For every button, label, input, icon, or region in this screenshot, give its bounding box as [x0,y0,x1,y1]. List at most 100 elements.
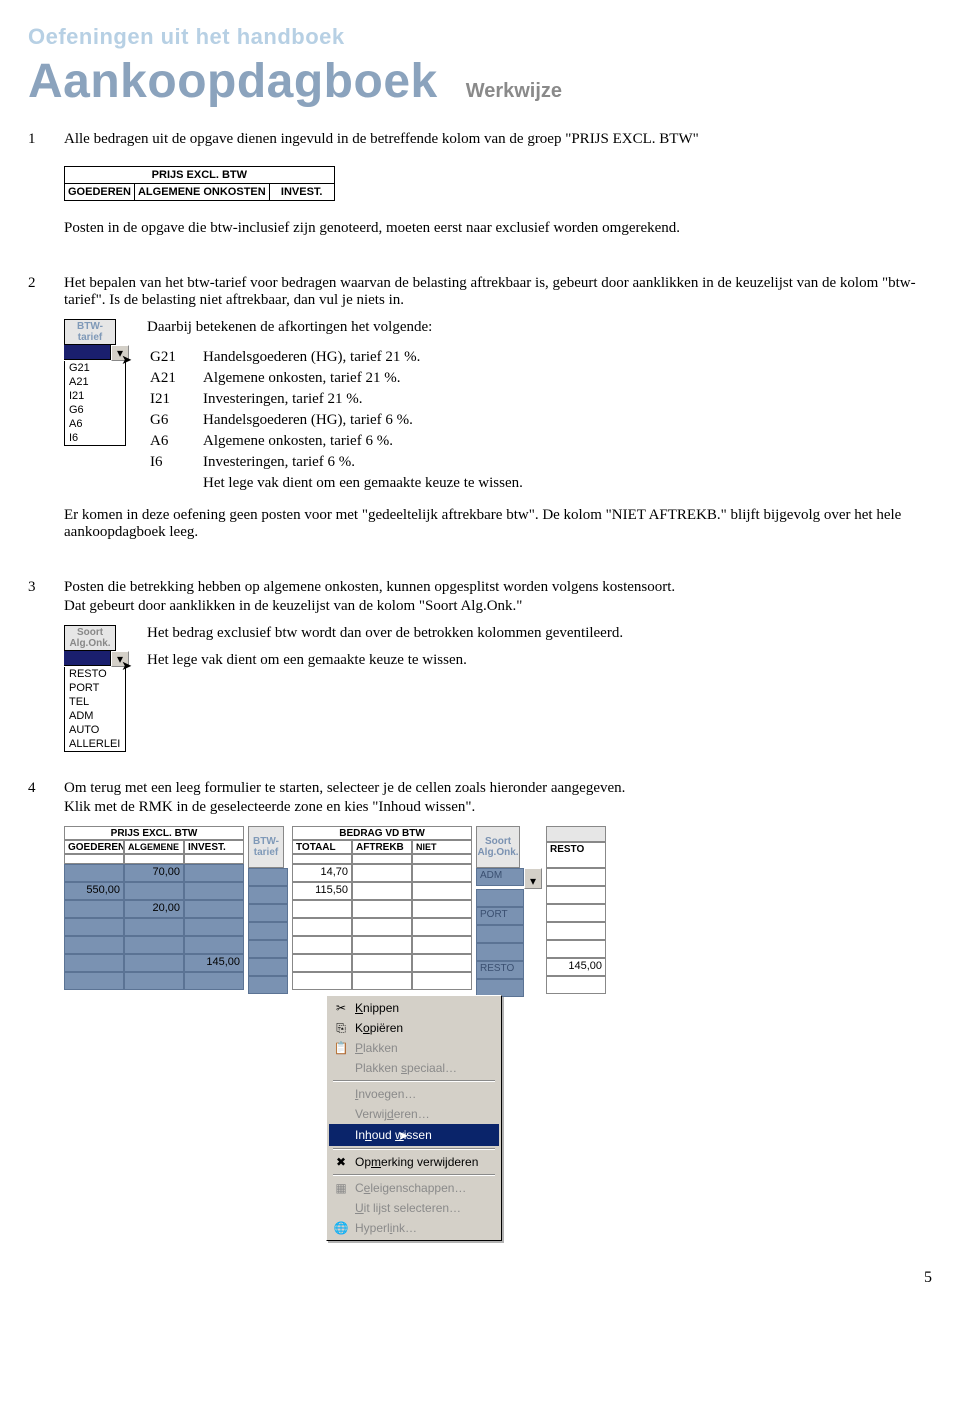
cell[interactable] [352,864,412,882]
cell[interactable]: RESTO [476,961,524,979]
dropdown-list[interactable]: G21 A21 I21 G6 A6 I6 [64,361,126,446]
def-desc: Het lege vak dient om een gemaakte keuze… [202,474,533,493]
cell[interactable] [352,954,412,972]
cell[interactable] [292,954,352,972]
cell[interactable] [412,936,472,954]
cell[interactable] [412,972,472,990]
cell[interactable] [292,900,352,918]
cell[interactable] [64,972,124,990]
cell[interactable] [124,954,184,972]
sec2-text: Het bepalen van het btw-tarief voor bedr… [64,275,932,309]
cell[interactable] [412,882,472,900]
cell[interactable]: PORT [476,907,524,925]
cell[interactable]: 14,70 [292,864,352,882]
table-header: PRIJS EXCL. BTW [65,167,335,184]
cell[interactable] [546,922,606,940]
cell[interactable] [412,954,472,972]
cell[interactable] [184,918,244,936]
dropdown-option[interactable]: G21 [65,361,125,375]
cell[interactable]: 145,00 [184,954,244,972]
cell[interactable] [412,864,472,882]
cell[interactable] [412,900,472,918]
cell[interactable] [352,936,412,954]
cell[interactable] [248,976,288,994]
ctx-paste-special: Plakken speciaal… [329,1058,499,1078]
section-1: 1 Alle bedragen uit de opgave dienen ing… [28,131,932,247]
cell[interactable] [476,889,524,907]
ctx-cut[interactable]: ✂Knippen [329,998,499,1018]
soort-alg-onk-dropdown[interactable]: SoortAlg.Onk. ▾ ➤ RESTO PORT TEL ADM AUT… [64,625,129,752]
cell[interactable] [64,900,124,918]
dropdown-option[interactable]: PORT [65,681,125,695]
cell[interactable]: 115,50 [292,882,352,900]
cell[interactable] [124,882,184,900]
dropdown-button[interactable]: ▾ ➤ [111,345,129,361]
cell[interactable] [124,918,184,936]
cell[interactable] [292,918,352,936]
cell[interactable] [352,900,412,918]
context-menu[interactable]: ✂Knippen ⎘Kopiëren 📋Plakken Plakken spec… [326,995,502,1241]
dropdown-option[interactable]: TEL [65,695,125,709]
cell[interactable]: 145,00 [546,958,606,976]
cell[interactable] [412,918,472,936]
cell[interactable] [184,972,244,990]
cell[interactable] [64,954,124,972]
cell[interactable]: 70,00 [124,864,184,882]
cell[interactable] [248,886,288,904]
dropdown-button[interactable]: ▾ [524,868,542,889]
btw-tarief-dropdown[interactable]: BTW-tarief ▾ ➤ G21 A21 I21 G6 A6 I6 [64,319,129,495]
cell[interactable] [546,940,606,958]
ctx-copy[interactable]: ⎘Kopiëren [329,1018,499,1038]
cell[interactable] [248,904,288,922]
dropdown-option[interactable]: G6 [65,403,125,417]
col-goederen: GOEDEREN [65,184,135,201]
dropdown-option[interactable]: A6 [65,417,125,431]
cell[interactable] [292,936,352,954]
dropdown-option[interactable]: RESTO [65,667,125,681]
dropdown-button[interactable]: ▾ ➤ [111,651,129,667]
cell[interactable] [292,972,352,990]
dropdown-option[interactable]: AUTO [65,723,125,737]
cell[interactable] [476,925,524,943]
cell[interactable] [352,882,412,900]
cell[interactable] [124,972,184,990]
definitions-table: G21Handelsgoederen (HG), tarief 21 %. A2… [147,346,535,495]
cell[interactable] [184,900,244,918]
cell[interactable] [64,864,124,882]
cell[interactable] [352,918,412,936]
cell[interactable] [546,904,606,922]
dropdown-option[interactable]: I6 [65,431,125,445]
cell[interactable] [184,936,244,954]
cell[interactable] [184,864,244,882]
dropdown-list[interactable]: RESTO PORT TEL ADM AUTO ALLERLEI [64,667,126,752]
cell[interactable] [352,972,412,990]
cell[interactable] [124,936,184,954]
def-code: A21 [149,369,200,388]
dropdown-selected[interactable] [64,345,111,360]
cell[interactable] [248,958,288,976]
dropdown-option[interactable]: ALLERLEI [65,737,125,751]
cell[interactable] [184,882,244,900]
cell[interactable] [546,886,606,904]
cell[interactable] [248,868,288,886]
cell[interactable]: 20,00 [124,900,184,918]
cell[interactable]: 550,00 [64,882,124,900]
dropdown-option[interactable]: ADM [65,709,125,723]
cell[interactable] [546,868,606,886]
cell[interactable] [546,976,606,994]
dropdown-selected[interactable] [64,651,111,666]
cell[interactable] [64,918,124,936]
cell[interactable] [248,922,288,940]
ctx-paste: 📋Plakken [329,1038,499,1058]
cell[interactable] [476,943,524,961]
ctx-delete-comment[interactable]: ✖Opmerking verwijderen [329,1152,499,1172]
section-number: 3 [28,579,46,752]
sec3-line2: Dat gebeurt door aanklikken in de keuzel… [64,598,932,615]
ctx-insert: Invoegen… [329,1084,499,1104]
cell[interactable] [248,940,288,958]
ctx-clear-contents[interactable]: Inhoud wissen➤ [329,1124,499,1146]
cell[interactable] [64,936,124,954]
cell[interactable]: ADM [476,868,524,886]
dropdown-option[interactable]: I21 [65,389,125,403]
dropdown-option[interactable]: A21 [65,375,125,389]
